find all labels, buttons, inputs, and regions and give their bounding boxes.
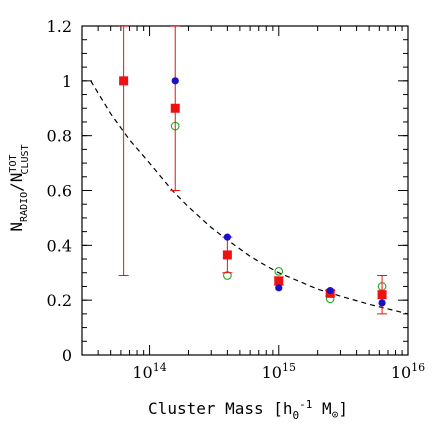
data-point-open-circle (274, 267, 284, 276)
error-bar (118, 26, 129, 276)
data-point-filled-circle (378, 299, 386, 307)
x-axis-title: Cluster Mass [h0-1 M⊙] (148, 398, 348, 422)
y-tick-label: 0.2 (47, 291, 72, 310)
x-tick-label: 1016 (391, 361, 425, 382)
y-tick-label: 0 (62, 346, 72, 365)
data-point-square (222, 250, 232, 260)
y-axis-title: NRADIO/NTOTCLUST (7, 144, 31, 231)
data-point-filled-circle (171, 77, 179, 85)
plot-frame (81, 25, 409, 356)
x-tick-label: 1014 (132, 361, 166, 382)
data-point-filled-circle (326, 286, 334, 295)
data-points-layer (118, 26, 388, 315)
data-point-filled-circle (223, 233, 231, 241)
y-tick-label: 0.4 (47, 236, 72, 255)
y-tick-label: 0.6 (47, 182, 72, 201)
trend-curve-layer (90, 80, 409, 315)
data-point-filled-circle (275, 284, 283, 292)
y-tick-label: 1.2 (47, 17, 72, 36)
data-point-square (377, 290, 387, 300)
data-point-square (170, 103, 180, 113)
y-tick-label: 0.8 (47, 127, 72, 146)
y-tick-label: 1 (62, 72, 72, 91)
data-point-square (119, 76, 129, 86)
dashed-trend-curve (90, 80, 409, 315)
data-point-square (274, 276, 284, 286)
axes-frame (81, 25, 409, 356)
x-tick-label: 1015 (262, 361, 296, 382)
tick-labels-layer: 0 0.2 0.4 0.6 0.8 1 1.2 1014 1015 1016 (47, 17, 426, 382)
